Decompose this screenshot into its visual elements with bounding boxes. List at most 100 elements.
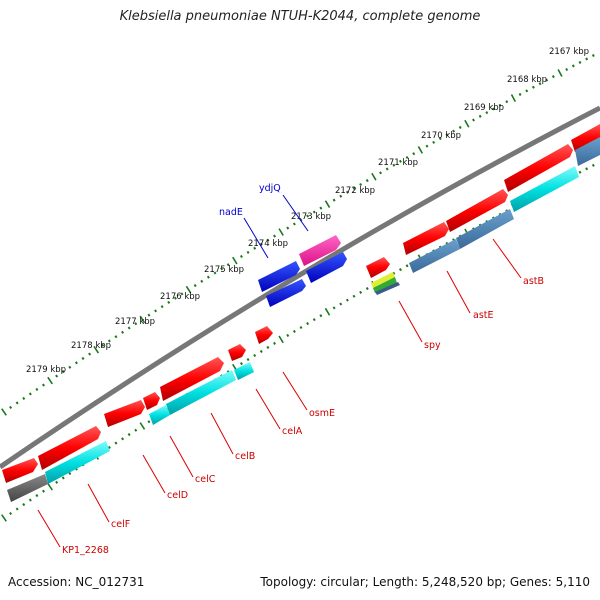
minor-tick xyxy=(472,118,475,122)
gene-arrow[interactable] xyxy=(403,222,449,255)
minor-tick xyxy=(239,362,243,366)
minor-tick xyxy=(332,198,336,202)
gene-arrow[interactable] xyxy=(38,426,101,470)
gene-label-astE[interactable]: astE xyxy=(473,310,494,321)
minor-tick xyxy=(538,82,542,86)
minor-tick xyxy=(565,67,569,72)
minor-tick xyxy=(352,186,356,190)
cds-block[interactable] xyxy=(510,166,579,212)
gene-arrow[interactable] xyxy=(160,357,224,401)
minor-tick xyxy=(405,264,409,268)
minor-tick xyxy=(339,302,343,306)
gene-arrow[interactable] xyxy=(571,124,600,152)
minor-tick xyxy=(200,279,204,283)
cds-block[interactable] xyxy=(456,209,514,249)
minor-tick xyxy=(286,226,290,230)
cds-block[interactable] xyxy=(375,282,400,295)
minor-tick xyxy=(585,167,589,171)
minor-tick xyxy=(88,352,92,356)
minor-tick xyxy=(432,140,436,144)
minor-tick xyxy=(292,329,296,334)
gene-arrow[interactable] xyxy=(504,144,573,192)
kbp-label: 2176 kbp xyxy=(160,292,200,302)
gene-arrow[interactable] xyxy=(306,252,347,283)
gene-label-osmE[interactable]: osmE xyxy=(309,408,335,419)
minor-tick xyxy=(121,437,125,441)
minor-tick xyxy=(452,129,456,133)
minor-tick xyxy=(61,476,65,480)
accession-text: Accession: NC_012731 xyxy=(8,575,145,589)
cds-block[interactable] xyxy=(45,441,110,484)
minor-tick xyxy=(306,322,310,326)
minor-tick xyxy=(306,214,310,218)
minor-tick xyxy=(28,392,32,396)
minor-tick xyxy=(9,511,13,516)
gene-label-celC[interactable]: celC xyxy=(195,474,216,485)
minor-tick xyxy=(41,383,45,387)
minor-tick xyxy=(61,370,65,374)
minor-tick xyxy=(332,306,336,310)
major-tick xyxy=(47,376,53,385)
major-tick xyxy=(1,408,7,416)
minor-tick xyxy=(22,396,26,401)
minor-tick xyxy=(545,78,549,82)
cds-block[interactable] xyxy=(234,362,254,380)
minor-tick xyxy=(571,64,575,68)
major-tick xyxy=(324,200,331,208)
minor-tick xyxy=(412,152,416,156)
cds-block[interactable] xyxy=(149,405,170,425)
minor-tick xyxy=(398,268,402,272)
cds-block[interactable] xyxy=(371,272,395,288)
cds-block[interactable] xyxy=(409,239,460,273)
gene-arrow[interactable] xyxy=(366,257,390,278)
gene-label-KP1_2268[interactable]: KP1_2268 xyxy=(62,545,109,556)
cds-block[interactable] xyxy=(575,137,600,166)
minor-tick xyxy=(405,155,409,160)
gene-arrow[interactable] xyxy=(258,261,300,292)
gene-arrow[interactable] xyxy=(299,235,341,266)
minor-tick xyxy=(107,445,111,449)
minor-tick xyxy=(154,309,158,313)
minor-tick xyxy=(458,125,462,129)
minor-tick xyxy=(41,489,45,493)
gene-label-celB[interactable]: celB xyxy=(235,451,255,462)
major-tick xyxy=(185,285,192,294)
gene-arrow[interactable] xyxy=(255,326,273,344)
gene-label-celF[interactable]: celF xyxy=(111,519,130,530)
kbp-label: 2178 kbp xyxy=(71,341,111,351)
gene-arrow[interactable] xyxy=(2,458,38,483)
minor-tick xyxy=(286,333,290,337)
minor-tick xyxy=(15,507,19,511)
minor-tick xyxy=(365,179,369,183)
minor-tick xyxy=(518,92,522,96)
gene-arrow[interactable] xyxy=(266,279,306,307)
minor-tick xyxy=(226,263,230,267)
gene-label-spy[interactable]: spy xyxy=(424,340,441,351)
cds-block[interactable] xyxy=(7,474,48,502)
minor-tick xyxy=(107,339,111,343)
major-tick xyxy=(278,228,284,236)
gene-arrow[interactable] xyxy=(446,189,508,232)
minor-tick xyxy=(147,313,151,317)
minor-tick xyxy=(22,502,26,507)
gene-label-ydjQ[interactable]: ydjQ xyxy=(259,183,281,194)
gene-arrow[interactable] xyxy=(228,344,246,361)
reverse-gene-track xyxy=(258,235,347,307)
minor-tick xyxy=(55,480,59,484)
major-tick xyxy=(232,256,238,265)
gene-label-nadE[interactable]: nadE xyxy=(219,207,243,218)
cds-block[interactable] xyxy=(373,277,397,293)
major-tick xyxy=(139,315,146,324)
minor-tick xyxy=(9,405,13,410)
upper-tick-track xyxy=(1,53,595,416)
gene-label-astB[interactable]: astB xyxy=(523,276,544,287)
gene-label-celA[interactable]: celA xyxy=(282,426,303,437)
major-tick xyxy=(371,172,377,181)
cds-block[interactable] xyxy=(166,370,236,415)
minor-tick xyxy=(266,238,270,242)
gene-arrow[interactable] xyxy=(143,392,160,410)
minor-tick xyxy=(425,144,429,148)
minor-tick xyxy=(246,250,250,254)
gene-label-celD[interactable]: celD xyxy=(167,490,188,501)
gene-arrow[interactable] xyxy=(104,400,145,427)
